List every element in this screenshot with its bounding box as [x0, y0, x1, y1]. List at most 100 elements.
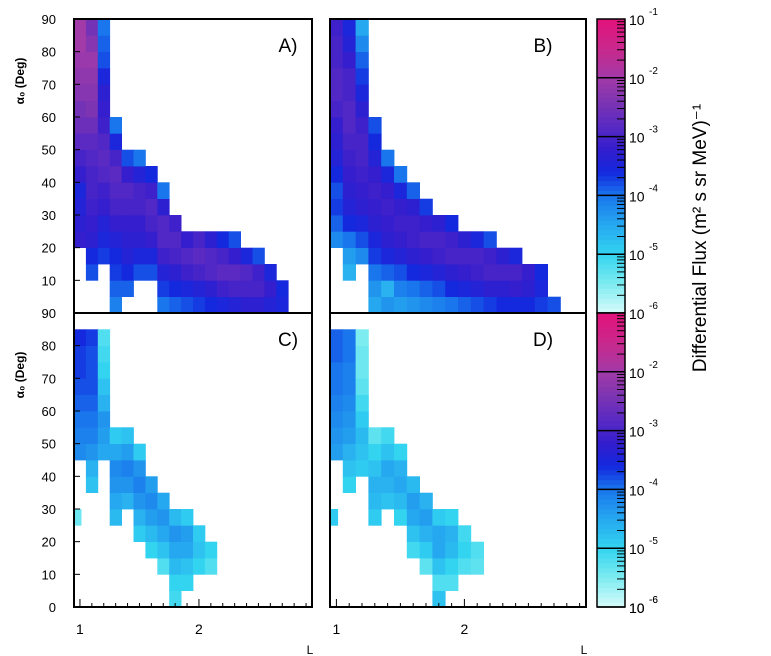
- heatmap-cell: [368, 264, 382, 281]
- heatmap-cell: [85, 51, 99, 69]
- colorbar-tick-label: 10: [629, 12, 645, 28]
- colorbar-swatch: [597, 156, 625, 162]
- heatmap-cell: [458, 280, 472, 297]
- heatmap-cell: [394, 460, 408, 477]
- heatmap-cell: [330, 166, 344, 183]
- heatmap-cell: [406, 541, 420, 559]
- heatmap-cell: [157, 492, 170, 510]
- heatmap-cell: [458, 541, 472, 559]
- heatmap-cell: [355, 215, 369, 232]
- heatmap-cell: [368, 280, 382, 297]
- heatmap-cell: [85, 149, 99, 167]
- heatmap-cell: [157, 198, 170, 216]
- heatmap-cell: [330, 68, 344, 85]
- heatmap-cell: [109, 182, 122, 199]
- heatmap-cell: [109, 149, 122, 167]
- heatmap-cell: [368, 166, 382, 183]
- heatmap-cell: [355, 231, 369, 248]
- heatmap-cell: [394, 247, 408, 265]
- heatmap-cell: [432, 296, 446, 313]
- heatmap-cell: [394, 492, 408, 510]
- colorbar-swatch: [597, 288, 625, 294]
- heatmap-cell: [145, 247, 158, 265]
- heatmap-cell: [445, 264, 459, 281]
- heatmap-cell: [85, 329, 99, 346]
- heatmap-cell: [330, 362, 344, 379]
- heatmap-cell: [97, 35, 111, 52]
- colorbar-swatch: [597, 381, 625, 387]
- y-tick-label: 90: [42, 12, 56, 27]
- colorbar-swatch: [597, 43, 625, 49]
- heatmap-cell: [355, 166, 369, 183]
- heatmap-cell: [419, 492, 433, 510]
- colorbar-swatch: [597, 366, 625, 373]
- heatmap-cell: [419, 525, 433, 542]
- heatmap-cell: [181, 558, 194, 575]
- heatmap-cell: [204, 264, 218, 281]
- colorbar-swatch: [597, 219, 625, 226]
- heatmap-cell: [330, 182, 344, 199]
- panel-4-cells: [330, 329, 484, 607]
- heatmap-cell: [534, 264, 548, 281]
- heatmap-cell: [355, 460, 369, 477]
- colorbar-swatch: [597, 210, 625, 216]
- heatmap-cell: [509, 280, 523, 297]
- heatmap-cell: [85, 215, 99, 232]
- heatmap-cell: [145, 215, 158, 232]
- y-axes: 10 20 30 40 50 60 70 80 90 α₀ (Deg) 0 10 20 30 40 50 60 7…: [13, 12, 80, 615]
- heatmap-cell: [74, 345, 87, 363]
- heatmap-cell: [330, 378, 344, 395]
- colorbar-swatch: [597, 102, 625, 108]
- panel-1-cells: [74, 19, 289, 313]
- heatmap-cell: [121, 149, 134, 167]
- heatmap-cell: [406, 492, 420, 510]
- heatmap-cell: [169, 231, 182, 248]
- colorbar-swatch: [597, 499, 625, 505]
- x-axis-title: L: [307, 643, 314, 656]
- y-tick-label: 70: [42, 371, 56, 386]
- heatmap-cell: [97, 19, 111, 36]
- heatmap-cell: [216, 264, 230, 281]
- y-tick-label: 20: [42, 535, 56, 550]
- heatmap-cell: [445, 541, 459, 559]
- y-tick-label: 30: [42, 502, 56, 517]
- heatmap-cell: [330, 215, 344, 232]
- heatmap-cell: [355, 68, 369, 85]
- colorbar-swatch: [597, 259, 625, 265]
- panel-label: D): [533, 330, 553, 351]
- heatmap-cell: [109, 460, 122, 477]
- heatmap-cell: [97, 231, 111, 248]
- heatmap-cell: [330, 100, 344, 118]
- heatmap-cell: [355, 84, 369, 101]
- heatmap-cell: [355, 100, 369, 118]
- heatmap-cell: [330, 19, 344, 36]
- heatmap-cell: [342, 394, 356, 412]
- colorbar-swatch: [597, 523, 625, 530]
- heatmap-cell: [368, 460, 382, 477]
- heatmap-cell: [121, 476, 134, 493]
- colorbar-swatch: [597, 587, 625, 593]
- heatmap-cell: [381, 215, 395, 232]
- heatmap-cell: [193, 525, 206, 542]
- heatmap-cell: [406, 296, 420, 313]
- heatmap-cell: [330, 509, 339, 526]
- heatmap-cell: [181, 264, 194, 281]
- y-axis-title: α₀ (Deg): [13, 58, 27, 105]
- heatmap-cell: [381, 476, 395, 493]
- heatmap-cell: [133, 264, 146, 281]
- colorbar-swatch: [597, 254, 625, 260]
- colorbar-swatch: [597, 435, 625, 441]
- heatmap-cell: [193, 558, 206, 575]
- colorbar-swatch: [597, 572, 625, 579]
- heatmap-cell: [133, 215, 146, 232]
- colorbar-tick-exponent: -6: [649, 595, 658, 606]
- heatmap-cell: [74, 68, 87, 85]
- heatmap-cell: [394, 264, 408, 281]
- heatmap-cell: [330, 35, 344, 52]
- heatmap-cell: [97, 378, 111, 395]
- heatmap-cell: [276, 296, 289, 313]
- heatmap-cell: [483, 280, 497, 297]
- heatmap-cell: [121, 182, 134, 199]
- heatmap-cell: [252, 247, 265, 265]
- heatmap-cell: [169, 541, 182, 559]
